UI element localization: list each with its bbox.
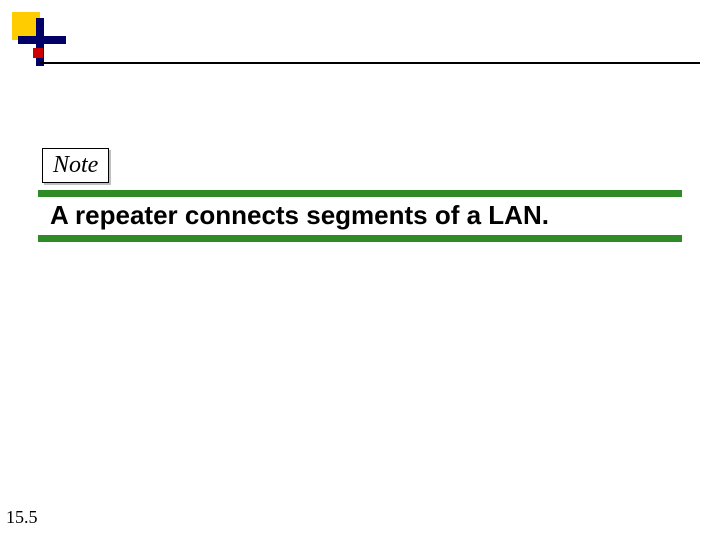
- note-label-box: Note: [42, 148, 109, 183]
- logo-red-square: [33, 48, 43, 58]
- highlight-band-top: [38, 190, 682, 197]
- header-divider: [40, 62, 700, 64]
- note-label: Note: [53, 152, 98, 178]
- highlight-band-bottom: [38, 235, 682, 242]
- main-statement: A repeater connects segments of a LAN.: [50, 200, 549, 231]
- slide-logo: [8, 8, 58, 58]
- logo-blue-vertical: [36, 18, 44, 66]
- page-number: 15.5: [6, 507, 38, 528]
